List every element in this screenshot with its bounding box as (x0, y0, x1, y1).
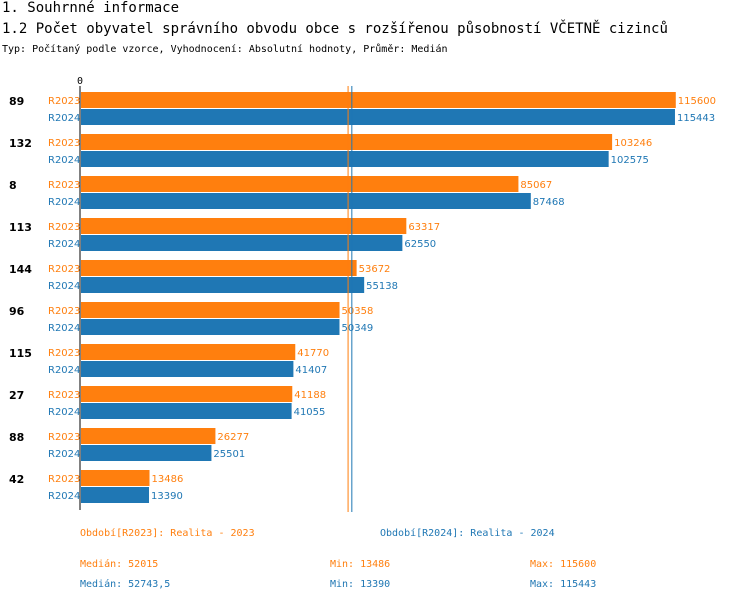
legend-median-r2023: Medián: 52015 (80, 559, 159, 570)
category-label: 27 (9, 389, 24, 402)
bar-r2024 (81, 403, 292, 419)
category-label: 113 (9, 221, 32, 234)
value-label: 13390 (151, 491, 183, 502)
category-label: 89 (9, 95, 24, 108)
series-label: R2024 (48, 323, 80, 334)
value-label: 55138 (366, 281, 398, 292)
category-label: 115 (9, 347, 32, 360)
series-label: R2024 (48, 407, 80, 418)
value-label: 26277 (217, 432, 249, 443)
category-label: 8 (9, 179, 17, 192)
value-label: 50349 (341, 323, 373, 334)
bar-r2023 (81, 344, 296, 360)
value-label: 53672 (359, 264, 391, 275)
bar-r2023 (81, 260, 357, 276)
bar-r2023 (81, 302, 340, 318)
series-label: R2024 (48, 239, 80, 250)
bar-r2023 (81, 176, 519, 192)
series-label: R2023 (48, 390, 80, 401)
value-label: 102575 (611, 155, 649, 166)
value-label: 85067 (520, 180, 552, 191)
value-label: 62550 (404, 239, 436, 250)
chart-title: 1.2 Počet obyvatel správního obvodu obce… (2, 21, 668, 37)
value-label: 41188 (294, 390, 326, 401)
category-label: 42 (9, 473, 24, 486)
series-label: R2023 (48, 264, 80, 275)
section-title: 1. Souhrnné informace (2, 0, 180, 16)
series-label: R2023 (48, 180, 80, 191)
bar-r2024 (81, 235, 403, 251)
bar-r2023 (81, 218, 407, 234)
value-label: 41407 (295, 365, 327, 376)
bar-r2024 (81, 319, 340, 335)
value-label: 25501 (213, 449, 245, 460)
legend-min-r2023: Min: 13486 (330, 559, 391, 570)
series-label: R2023 (48, 348, 80, 359)
bar-r2024 (81, 445, 212, 461)
category-label: 88 (9, 431, 24, 444)
category-label: 144 (9, 263, 32, 276)
series-label: R2023 (48, 474, 80, 485)
value-label: 115443 (677, 113, 715, 124)
legend-period-r2023: Období[R2023]: Realita - 2023 (80, 528, 255, 539)
series-label: R2024 (48, 281, 80, 292)
series-label: R2023 (48, 432, 80, 443)
series-label: R2023 (48, 306, 80, 317)
bar-r2023 (81, 386, 293, 402)
bar-r2024 (81, 193, 531, 209)
bar-r2023 (81, 92, 676, 108)
x-axis-zero-label: 0 (77, 76, 83, 87)
bar-r2024 (81, 151, 609, 167)
series-label: R2024 (48, 491, 80, 502)
value-label: 103246 (614, 138, 652, 149)
value-label: 50358 (342, 306, 374, 317)
series-label: R2023 (48, 222, 80, 233)
legend-max-r2023: Max: 115600 (530, 559, 597, 570)
bar-r2024 (81, 109, 675, 125)
bar-r2024 (81, 361, 294, 377)
series-label: R2024 (48, 113, 80, 124)
chart-subtitle: Typ: Počítaný podle vzorce, Vyhodnocení:… (2, 44, 448, 55)
series-label: R2024 (48, 449, 80, 460)
value-label: 63317 (408, 222, 440, 233)
bar-r2023 (81, 470, 150, 486)
series-label: R2024 (48, 197, 80, 208)
value-label: 41770 (297, 348, 329, 359)
series-label: R2023 (48, 96, 80, 107)
bar-r2023 (81, 428, 216, 444)
category-label: 132 (9, 137, 32, 150)
value-label: 87468 (533, 197, 565, 208)
bar-r2024 (81, 487, 150, 503)
category-label: 96 (9, 305, 25, 318)
bar-r2024 (81, 277, 365, 293)
series-label: R2024 (48, 155, 80, 166)
legend-period-r2024: Období[R2024]: Realita - 2024 (380, 528, 555, 539)
value-label: 115600 (678, 96, 716, 107)
value-label: 41055 (294, 407, 326, 418)
legend-min-r2024: Min: 13390 (330, 579, 391, 590)
legend-max-r2024: Max: 115443 (530, 579, 597, 590)
value-label: 13486 (152, 474, 184, 485)
series-label: R2023 (48, 138, 80, 149)
legend-median-r2024: Medián: 52743,5 (80, 579, 171, 590)
bar-r2023 (81, 134, 613, 150)
series-label: R2024 (48, 365, 80, 376)
